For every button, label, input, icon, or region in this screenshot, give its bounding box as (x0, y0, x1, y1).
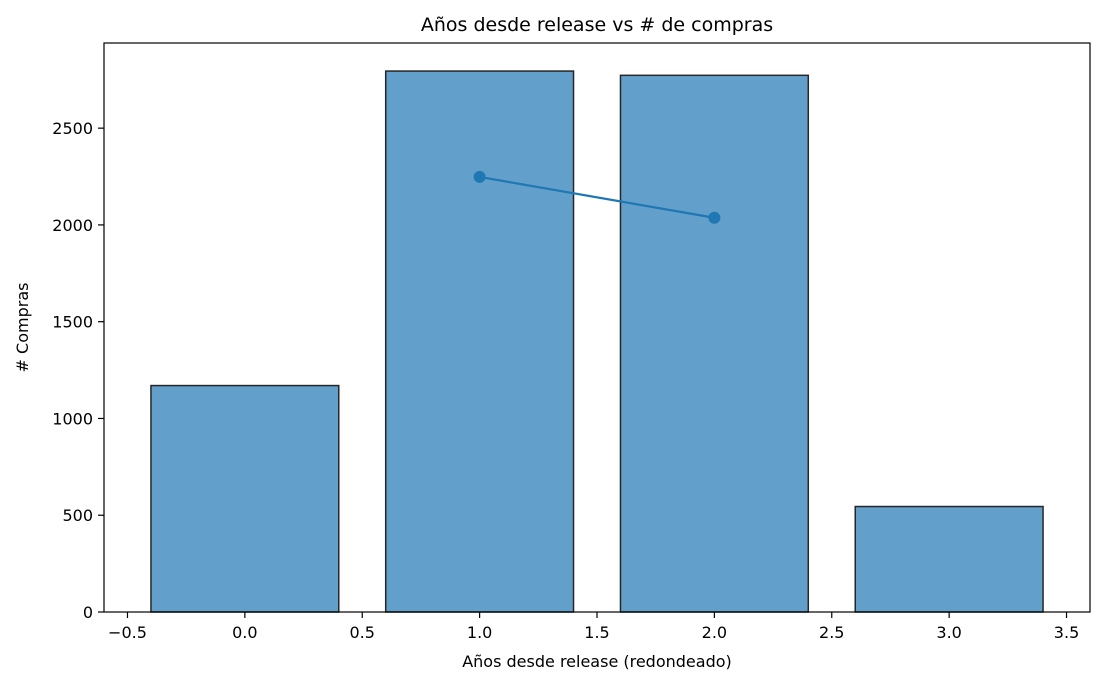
y-tick-label: 1500 (52, 313, 93, 332)
x-tick-label: 3.0 (936, 623, 961, 642)
series-line (479, 175, 715, 219)
bar (384, 70, 575, 613)
x-tick-label: 3.5 (1054, 623, 1079, 642)
line-point (708, 211, 721, 224)
y-tick-label: 2000 (52, 216, 93, 235)
y-axis-ticks: 0 500 1000 1500 2000 2500 (52, 119, 104, 622)
y-axis-label: # Compras (13, 283, 32, 373)
line-layer (473, 170, 721, 224)
y-tick-label: 1000 (52, 409, 93, 428)
x-tick-label: 1.0 (467, 623, 492, 642)
x-tick-label: −0.5 (108, 623, 147, 642)
bars-layer (150, 70, 1044, 613)
x-tick-label: 0.5 (350, 623, 375, 642)
y-tick-label: 500 (62, 506, 93, 525)
x-tick-label: 1.5 (584, 623, 609, 642)
x-tick-label: 0.0 (232, 623, 257, 642)
y-tick-label: 2500 (52, 119, 93, 138)
bar (150, 384, 340, 613)
y-tick-label: 0 (83, 603, 93, 622)
line-point (473, 170, 486, 183)
bar (854, 505, 1044, 613)
x-axis-label: Años desde release (redondeado) (462, 652, 732, 671)
x-tick-label: 2.5 (819, 623, 844, 642)
x-tick-label: 2.0 (702, 623, 727, 642)
chart-title: Años desde release vs # de compras (421, 14, 773, 36)
x-axis-ticks: −0.5 0.0 0.5 1.0 1.5 2.0 2.5 3.0 3.5 (108, 612, 1079, 642)
bar (619, 74, 810, 613)
